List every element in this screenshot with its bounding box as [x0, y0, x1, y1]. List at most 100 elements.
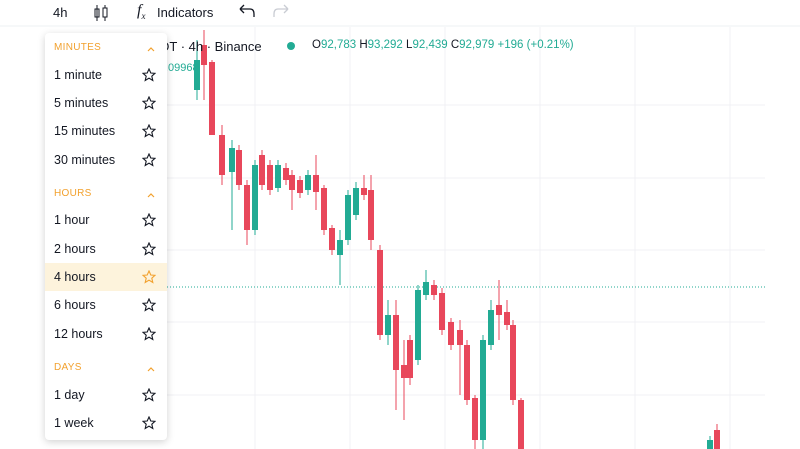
candle-body	[329, 228, 335, 250]
candle-body	[321, 188, 327, 230]
candle-body	[353, 188, 359, 215]
star-shape	[142, 270, 156, 284]
collapse-icon[interactable]	[146, 191, 156, 199]
chevron	[147, 47, 155, 52]
label: H	[359, 39, 368, 51]
candle-body	[401, 365, 407, 378]
candle-body	[415, 290, 421, 360]
candle-body	[393, 315, 399, 370]
candle-body	[407, 340, 413, 378]
menu-item[interactable]: 6 hours	[45, 291, 167, 319]
candle-body	[439, 293, 445, 330]
undo-redo[interactable]	[236, 4, 296, 20]
candle-body	[431, 285, 437, 295]
symbol-title: DT · 4h · Binance	[160, 39, 262, 54]
favorite-star[interactable]	[142, 270, 156, 284]
star-shape	[142, 213, 156, 227]
favorite-star[interactable]	[142, 327, 156, 341]
menu-item[interactable]: 12 hours	[45, 320, 167, 348]
favorite-star[interactable]	[142, 124, 156, 138]
favorite-star[interactable]	[142, 153, 156, 167]
item-label: 30 minutes	[54, 153, 116, 167]
candle-body	[457, 330, 463, 345]
candle-body	[275, 165, 281, 188]
candle-body	[488, 310, 494, 345]
menu-item[interactable]: 4 hours	[45, 263, 167, 291]
candle-body	[707, 440, 713, 449]
candle-body	[194, 60, 200, 90]
interval-button[interactable]: 4h	[53, 5, 68, 20]
menu-item[interactable]: 30 minutes	[45, 146, 167, 174]
item-label: 12 hours	[54, 327, 103, 341]
section-header[interactable]: MINUTES	[54, 42, 102, 53]
menu-item[interactable]: 1 hour	[45, 206, 167, 234]
interval-menu: MINUTES 1 minute 5 minutes 15 minutes 30 min…	[45, 33, 167, 440]
change: +196 (+0.21%)	[497, 39, 574, 51]
item-label: 2 hours	[54, 242, 96, 256]
candle-body	[236, 150, 242, 185]
menu-item[interactable]: 5 minutes	[45, 89, 167, 117]
menu-item[interactable]: 1 day	[45, 381, 167, 409]
candle-body	[510, 325, 516, 400]
collapse-icon[interactable]	[146, 365, 156, 373]
collapse-icon[interactable]	[146, 45, 156, 53]
candle-body	[472, 398, 478, 440]
chevron	[147, 193, 155, 198]
item-label: 6 hours	[54, 298, 96, 312]
candle-body	[480, 340, 486, 440]
star-shape	[142, 327, 156, 341]
item-label: 15 minutes	[54, 124, 116, 138]
candle-body	[385, 315, 391, 335]
price-label: .09968	[165, 62, 199, 74]
candle-body	[283, 168, 289, 180]
star-shape	[142, 68, 156, 82]
candle-body	[209, 62, 215, 135]
label: C	[450, 39, 460, 51]
candle-body	[289, 175, 295, 190]
section-header[interactable]: HOURS	[54, 188, 92, 199]
candle-body	[504, 312, 510, 325]
menu-item[interactable]: 15 minutes	[45, 117, 167, 145]
indicators-button[interactable]: Indicators	[157, 5, 214, 20]
chart-type-icon[interactable]	[92, 3, 110, 23]
candle-body	[448, 322, 454, 345]
menu-item[interactable]: 1 week	[45, 409, 167, 437]
section-header[interactable]: DAYS	[54, 362, 82, 373]
item-label: 1 hour	[54, 213, 90, 227]
candle-body	[244, 185, 250, 230]
candle-body	[252, 165, 258, 230]
item-label: 1 minute	[54, 68, 102, 82]
star-shape	[142, 416, 156, 430]
label: L	[406, 39, 413, 51]
candle-body	[518, 400, 524, 449]
menu-item[interactable]: 2 hours	[45, 235, 167, 263]
favorite-star[interactable]	[142, 242, 156, 256]
candle-body	[219, 135, 225, 175]
candle-body	[337, 240, 343, 255]
favorite-star[interactable]	[142, 298, 156, 312]
indicators-icon[interactable]: fx	[137, 2, 146, 22]
candle-body	[229, 148, 235, 172]
favorite-star[interactable]	[142, 213, 156, 227]
star-shape	[142, 298, 156, 312]
candle-body	[313, 175, 319, 192]
item-label: 1 week	[54, 416, 94, 430]
star-shape	[142, 242, 156, 256]
menu-item[interactable]: 1 minute	[45, 61, 167, 89]
favorite-star[interactable]	[142, 96, 156, 110]
value: 92,783	[320, 39, 357, 51]
favorite-star[interactable]	[142, 388, 156, 402]
candle-body	[423, 282, 429, 295]
item-label: 4 hours	[54, 270, 96, 284]
item-label: 5 minutes	[54, 96, 109, 110]
label: O	[312, 39, 321, 51]
favorite-star[interactable]	[142, 68, 156, 82]
candle-body	[368, 190, 374, 240]
ohlc-legend: O92,783 H93,292 L92,439 C92,979 +196 (+0…	[312, 39, 574, 51]
candle-body	[267, 165, 273, 190]
status-dot	[287, 42, 295, 50]
star-shape	[142, 96, 156, 110]
favorite-star[interactable]	[142, 416, 156, 430]
chevron	[147, 367, 155, 372]
